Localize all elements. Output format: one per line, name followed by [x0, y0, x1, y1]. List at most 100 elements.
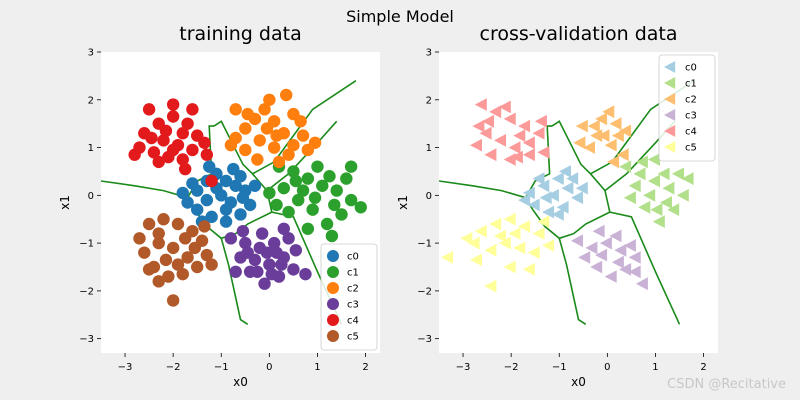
- y-tick-label: 3: [426, 48, 432, 59]
- point-c4: [518, 119, 531, 133]
- x-tick-label: 0: [604, 362, 610, 373]
- point-c0: [219, 174, 233, 188]
- point-c1: [270, 198, 283, 212]
- point-c3: [595, 248, 608, 262]
- legend-marker: [327, 282, 339, 294]
- point-c2: [279, 88, 293, 102]
- point-c2: [241, 107, 254, 121]
- point-c2: [267, 141, 281, 154]
- point-c5: [159, 253, 173, 267]
- point-c5: [503, 212, 516, 226]
- point-c0: [575, 181, 588, 195]
- legend-label: c5: [347, 332, 359, 343]
- legend-marker: [327, 250, 339, 262]
- point-c1: [335, 208, 348, 221]
- point-c5: [188, 241, 202, 255]
- point-c0: [227, 162, 240, 176]
- point-c5: [166, 241, 180, 255]
- point-c3: [571, 234, 583, 248]
- point-c4: [482, 114, 494, 128]
- point-c0: [181, 196, 194, 209]
- point-c4: [200, 148, 214, 161]
- point-c4: [472, 119, 485, 133]
- point-c2: [611, 129, 624, 142]
- point-c5: [138, 246, 151, 259]
- point-c3: [258, 277, 271, 290]
- point-c2: [296, 129, 310, 142]
- decision-boundary: [524, 125, 552, 199]
- point-c0: [537, 179, 550, 193]
- point-c0: [186, 177, 199, 190]
- point-c1: [662, 181, 675, 195]
- point-c2: [258, 103, 271, 116]
- legend-marker: [664, 109, 676, 121]
- point-c4: [181, 117, 194, 130]
- point-c4: [522, 148, 535, 162]
- point-c0: [566, 172, 579, 185]
- point-c5: [178, 232, 192, 245]
- point-c3: [614, 243, 627, 257]
- point-c4: [489, 105, 502, 119]
- point-c3: [255, 227, 269, 240]
- y-tick-label: −3: [79, 334, 94, 345]
- point-c5: [133, 232, 146, 245]
- point-c3: [599, 236, 612, 250]
- point-c2: [609, 117, 622, 130]
- point-c4: [479, 126, 492, 140]
- legend-marker: [327, 314, 339, 326]
- y-axis-label: x1: [396, 195, 410, 210]
- point-c1: [354, 201, 367, 214]
- point-c1: [311, 160, 324, 173]
- point-c3: [604, 270, 617, 283]
- point-c5: [522, 263, 535, 276]
- point-c3: [585, 241, 598, 255]
- point-c1: [676, 189, 689, 202]
- point-c3: [265, 267, 278, 281]
- point-c5: [171, 217, 185, 231]
- point-c4: [166, 143, 180, 157]
- point-c0: [205, 210, 218, 224]
- x-tick-label: 1: [314, 362, 320, 373]
- point-c0: [546, 189, 559, 202]
- decision-boundary: [551, 120, 592, 175]
- x-tick-label: 1: [652, 362, 658, 373]
- point-c1: [648, 174, 660, 188]
- legend-label: c1: [685, 79, 697, 90]
- point-c0: [561, 181, 574, 195]
- point-c2: [604, 138, 617, 152]
- point-c2: [253, 134, 266, 147]
- point-c0: [559, 165, 571, 178]
- point-c4: [157, 134, 170, 147]
- point-c0: [248, 179, 262, 192]
- point-c5: [198, 220, 211, 233]
- point-c2: [270, 129, 283, 142]
- point-c1: [344, 160, 358, 173]
- point-c4: [145, 131, 158, 145]
- point-c3: [224, 232, 238, 245]
- point-c5: [152, 227, 165, 240]
- point-c3: [277, 222, 290, 235]
- point-c1: [681, 172, 694, 185]
- legend-label: c3: [685, 111, 697, 122]
- point-c4: [159, 124, 173, 138]
- point-c5: [441, 251, 454, 264]
- point-c1: [667, 203, 680, 216]
- decision-boundary: [558, 238, 587, 325]
- chart-title: training data: [179, 23, 301, 45]
- point-c5: [484, 279, 497, 293]
- decision-boundary: [252, 80, 357, 175]
- point-c1: [330, 184, 343, 197]
- legend-label: c4: [347, 316, 359, 327]
- point-c5: [498, 236, 511, 250]
- point-c4: [470, 138, 482, 152]
- legend-label: c1: [347, 268, 359, 279]
- decision-boundary: [220, 238, 249, 325]
- point-c2: [575, 119, 588, 133]
- point-c3: [263, 258, 276, 271]
- legend-marker: [327, 330, 339, 342]
- marks: [439, 80, 695, 325]
- point-c1: [263, 186, 276, 200]
- legend-label: c5: [685, 143, 697, 154]
- point-c3: [635, 277, 648, 291]
- point-c3: [609, 229, 622, 243]
